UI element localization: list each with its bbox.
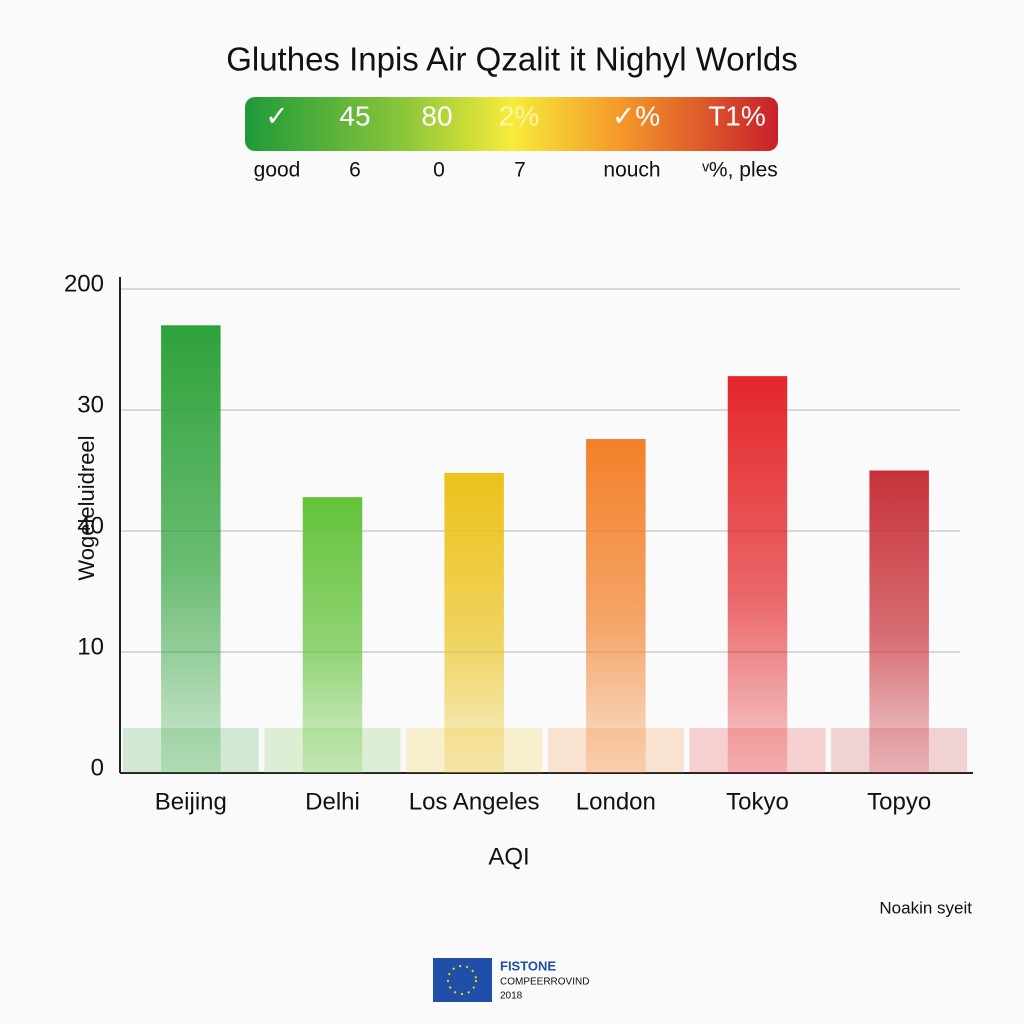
scale-label: ✓ <box>265 100 288 131</box>
scale-sublabel: good <box>254 159 301 182</box>
aqi-scale <box>245 97 778 151</box>
bar <box>869 470 929 773</box>
logo-year: 2018 <box>500 991 523 1002</box>
x-tick-label: Los Angeles <box>409 788 540 815</box>
bar <box>727 376 788 773</box>
bar <box>586 439 646 773</box>
logo-name: FISTONE <box>500 958 556 973</box>
y-axis-label: Wogeleluidreel <box>74 435 99 580</box>
y-tick-label: 200 <box>64 270 104 297</box>
logo-stars <box>447 965 477 995</box>
scale-label: 45 <box>339 100 370 131</box>
scale-label: 2% <box>499 100 539 131</box>
y-tick-label: 0 <box>91 754 104 781</box>
x-tick-label: Tokyo <box>726 788 789 815</box>
scale-label: 80 <box>421 100 452 131</box>
x-tick-label: London <box>576 788 656 815</box>
scale-sublabel: 6 <box>349 159 361 182</box>
y-tick-label: 10 <box>77 633 104 660</box>
bar <box>444 472 504 773</box>
scale-sublabel: 0 <box>433 159 445 182</box>
x-axis-label: AQI <box>488 843 529 870</box>
logo-flag <box>433 958 492 1002</box>
y-tick-label: 30 <box>77 391 104 418</box>
logo-line: COMPEERROVIND <box>500 977 589 988</box>
x-tick-label: Delhi <box>305 788 360 815</box>
note: Noakin syeit <box>879 898 972 917</box>
chart-title: Gluthes Inpis Air Qzalit it Nighyl World… <box>226 41 798 78</box>
y-tick-label: 40 <box>77 512 104 539</box>
scale-sublabel: ᵛ%, ples <box>701 159 778 182</box>
x-tick-label: Beijing <box>155 788 227 815</box>
bar <box>161 325 221 773</box>
bar <box>302 497 363 773</box>
scale-label: T1% <box>708 100 766 131</box>
x-tick-label: Topyo <box>867 788 931 815</box>
scale-label: ✓% <box>612 100 660 131</box>
scale-sublabel: 7 <box>514 159 526 182</box>
scale-sublabel: nouch <box>603 159 660 182</box>
